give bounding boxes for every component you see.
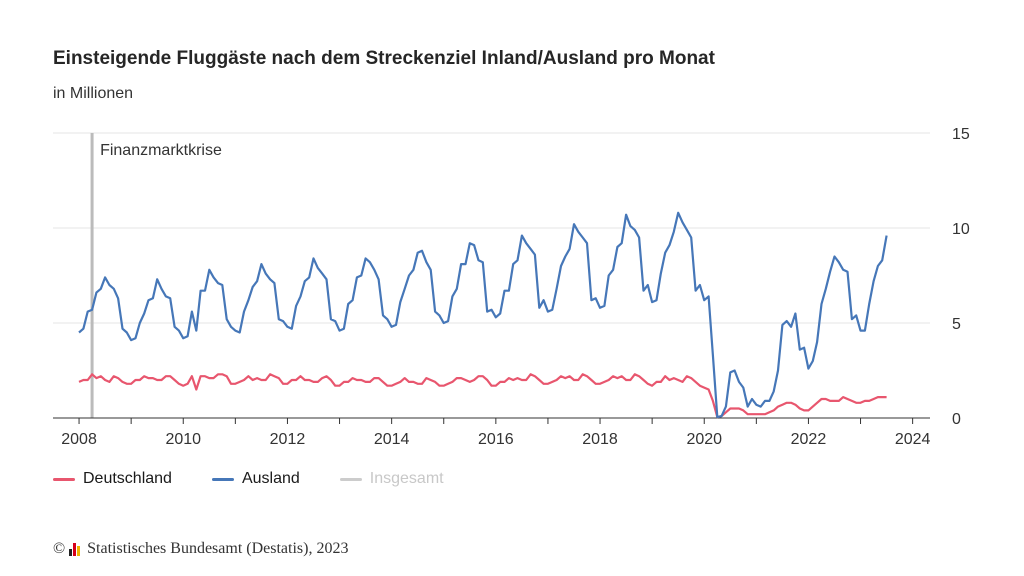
copyright-symbol: © [53, 540, 66, 557]
y-tick-label: 15 [952, 126, 970, 143]
legend-label-deutschland: Deutschland [83, 470, 172, 487]
legend-label-insgesamt: Insgesamt [369, 470, 444, 487]
x-tick-label: 2016 [478, 431, 514, 448]
source-footer: © Statistisches Bundesamt (Destatis), 20… [53, 540, 348, 558]
legend-item-insgesamt[interactable]: Insgesamt [339, 470, 444, 488]
legend-swatch-deutschland [53, 477, 75, 481]
y-tick-label: 10 [952, 221, 970, 238]
series-line-ausland [78, 211, 888, 419]
legend-swatch-insgesamt [339, 477, 362, 481]
x-tick-label: 2020 [686, 431, 722, 448]
chart-title: Einsteigende Fluggäste nach dem Strecken… [53, 48, 715, 69]
x-tick-label: 2018 [582, 431, 618, 448]
legend-label-ausland: Ausland [241, 470, 300, 487]
source-text: Statistisches Bundesamt (Destatis), 2023 [87, 540, 349, 557]
x-tick-label: 2012 [270, 431, 306, 448]
chart-subtitle: in Millionen [53, 85, 134, 102]
x-tick-label: 2014 [374, 431, 410, 448]
y-tick-label: 0 [952, 411, 961, 428]
x-tick-label: 2008 [61, 431, 97, 448]
destatis-logo-icon [69, 542, 81, 556]
series-line-deutschland [78, 373, 887, 419]
annotation-label: Finanzmarktkrise [100, 142, 222, 159]
x-tick-label: 2010 [165, 431, 201, 448]
legend-swatch-ausland [211, 477, 234, 481]
legend: Deutschland Ausland Insgesamt [53, 470, 484, 488]
x-tick-label: 2024 [895, 431, 931, 448]
legend-item-deutschland[interactable]: Deutschland [53, 470, 172, 488]
legend-item-ausland[interactable]: Ausland [211, 470, 300, 488]
x-tick-label: 2022 [791, 431, 827, 448]
y-tick-label: 5 [952, 316, 961, 333]
series-ausland [78, 211, 888, 419]
series-deutschland [78, 373, 887, 419]
